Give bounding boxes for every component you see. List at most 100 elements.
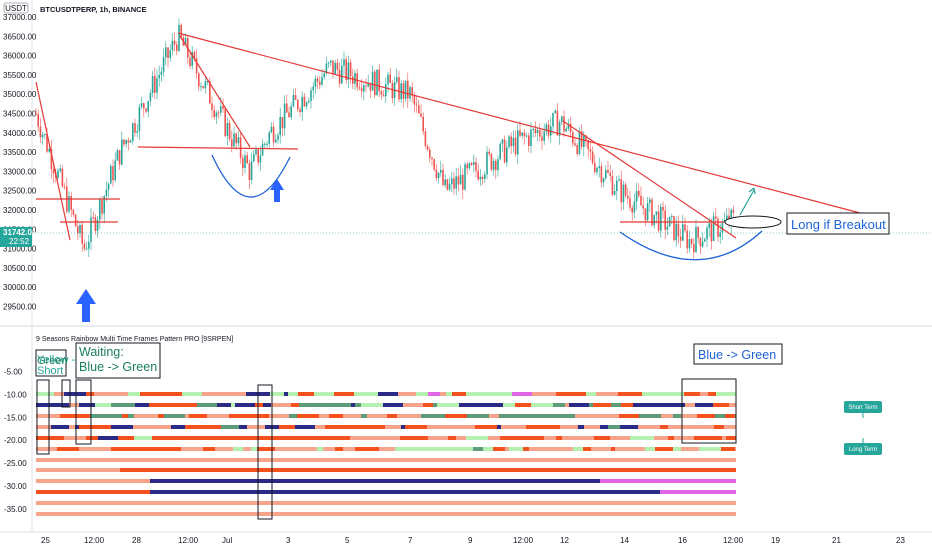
- price-tick: 36500.00: [3, 32, 37, 41]
- candle-body: [613, 191, 616, 195]
- candle-body: [618, 179, 620, 181]
- ribbon-segment: [420, 436, 428, 440]
- waiting-note-box[interactable]: [75, 342, 161, 379]
- candle-body: [622, 184, 625, 203]
- candle-body: [660, 207, 662, 231]
- candle-body: [396, 77, 398, 82]
- candle-body: [198, 73, 200, 87]
- candle-body: [697, 227, 699, 238]
- ribbon-segment: [697, 414, 715, 418]
- ribbon-segment: [328, 436, 350, 440]
- candle-body: [552, 112, 554, 127]
- ribbon-segment: [288, 392, 298, 396]
- candle-body: [488, 151, 490, 154]
- ribbon-segment: [591, 414, 611, 418]
- candle-body: [541, 136, 543, 141]
- breakout-ellipse[interactable]: [724, 215, 782, 229]
- ribbon-segment: [79, 447, 87, 451]
- candle-body: [380, 91, 383, 95]
- indicator-tick: -35.00: [4, 505, 27, 514]
- candle-body: [143, 103, 145, 109]
- neckline-mid[interactable]: [137, 146, 299, 150]
- candle-body: [378, 69, 380, 92]
- candle-body: [365, 85, 367, 87]
- breakout-callout-box[interactable]: [786, 212, 890, 235]
- candle-body: [354, 73, 356, 84]
- highlight-box[interactable]: [257, 384, 273, 520]
- ribbon-segment: [36, 403, 45, 407]
- ribbon-segment: [383, 403, 403, 407]
- price-tick: 35000.00: [3, 90, 37, 99]
- time-tick: 25: [41, 536, 50, 545]
- ribbon-segment: [586, 392, 592, 396]
- arrow-up-icon: [270, 179, 284, 202]
- ribbon-segment: [657, 403, 669, 407]
- ribbon-segment: [600, 425, 608, 429]
- ribbon-segment: [467, 414, 489, 418]
- candle-body: [88, 241, 90, 249]
- highlight-box[interactable]: [61, 379, 71, 408]
- blue-green-note-box[interactable]: [693, 343, 783, 365]
- waiting-note-line2: Blue -> Green: [79, 360, 157, 374]
- highlight-box[interactable]: [36, 379, 50, 455]
- long-term-button[interactable]: [844, 443, 882, 455]
- candle-body: [706, 227, 708, 240]
- candle-body: [662, 207, 664, 211]
- trendline-drop[interactable]: [35, 81, 71, 241]
- cup-arc-mid[interactable]: [211, 154, 291, 198]
- short-term-button[interactable]: [844, 401, 882, 413]
- major-downtrend-line[interactable]: [177, 32, 861, 214]
- ribbon-segment: [361, 414, 367, 418]
- price-tick: 33000.00: [3, 167, 37, 176]
- ribbon-segment: [54, 436, 64, 440]
- candle-body: [411, 87, 413, 95]
- ribbon-segment: [619, 414, 623, 418]
- candle-body: [543, 131, 545, 141]
- ribbon-segment: [36, 490, 150, 494]
- candle-body: [486, 151, 488, 175]
- highlight-box[interactable]: [681, 378, 737, 444]
- candle-body: [195, 58, 198, 74]
- candle-body: [484, 174, 486, 179]
- ribbon-segment: [488, 436, 500, 440]
- trendline-mid[interactable]: [179, 35, 251, 148]
- ribbon-segment: [355, 403, 361, 407]
- candle-body: [191, 51, 193, 66]
- candle-body: [129, 140, 132, 143]
- ribbon-segment: [456, 436, 466, 440]
- ribbon-segment: [565, 403, 569, 407]
- trendline-right[interactable]: [562, 120, 737, 239]
- candle-body: [655, 211, 658, 215]
- ribbon-segment: [702, 425, 714, 429]
- ribbon-segment: [203, 403, 217, 407]
- ribbon-segment: [505, 447, 509, 451]
- ribbon-segment: [375, 414, 387, 418]
- overlap-note-box[interactable]: [35, 349, 67, 377]
- ribbon-segment: [57, 447, 71, 451]
- ribbon-segment: [435, 447, 453, 451]
- candle-body: [173, 40, 176, 45]
- candle-body: [653, 214, 655, 226]
- ribbon-segment: [134, 414, 158, 418]
- ribbon-segment: [611, 447, 615, 451]
- ribbon-segment: [544, 436, 556, 440]
- ribbon-segment: [466, 436, 488, 440]
- candle-body: [235, 133, 237, 144]
- candle-body: [477, 170, 479, 180]
- candle-body: [272, 126, 275, 143]
- highlight-box[interactable]: [75, 379, 92, 445]
- ribbon-segment: [36, 468, 120, 472]
- ribbon-segment: [111, 447, 123, 451]
- ribbon-segment: [621, 403, 633, 407]
- candle-body: [220, 106, 222, 113]
- currency-button[interactable]: [3, 2, 29, 14]
- candle-body: [297, 99, 299, 110]
- candle-body: [627, 195, 629, 199]
- cup-arc-right[interactable]: [619, 230, 763, 261]
- candle-body: [231, 139, 233, 147]
- candle-body: [679, 236, 682, 241]
- candle-body: [607, 170, 609, 173]
- ribbon-segment: [556, 392, 570, 396]
- ribbon-segment: [536, 425, 560, 429]
